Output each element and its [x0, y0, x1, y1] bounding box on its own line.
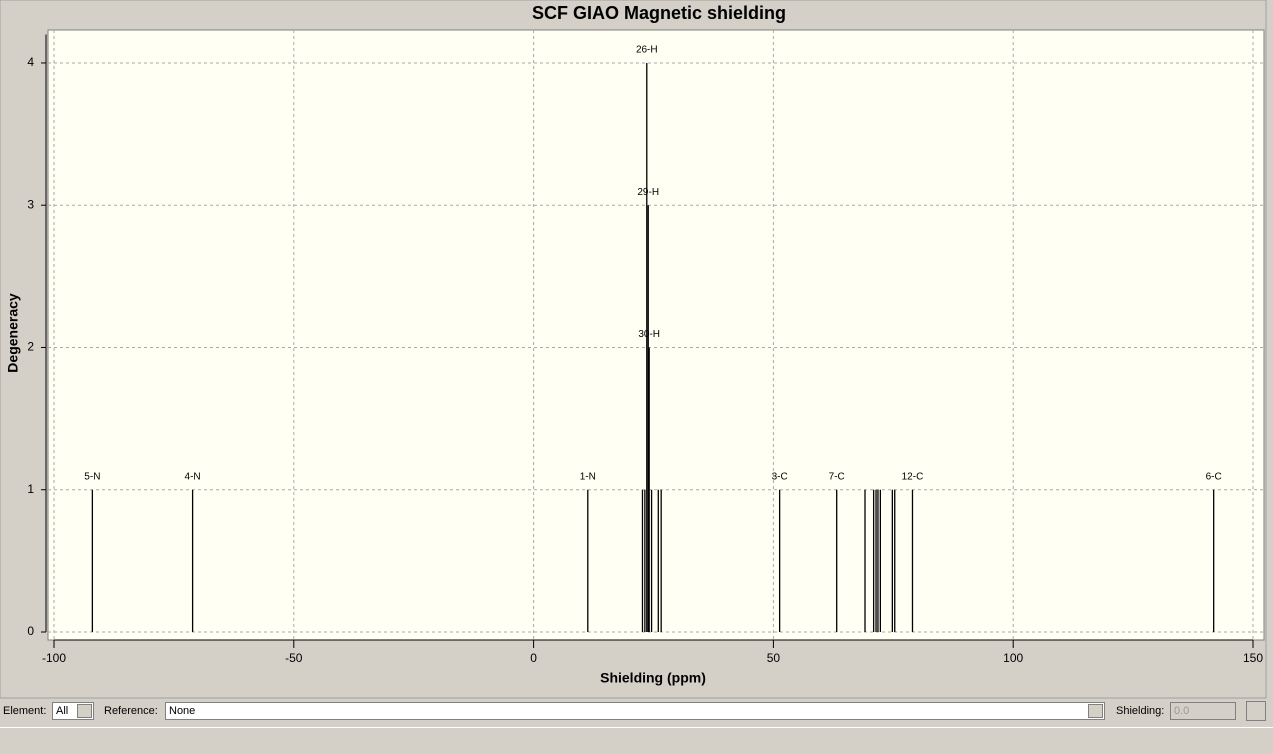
peak-label: 5-N	[84, 471, 100, 482]
chart-title: SCF GIAO Magnetic shielding	[532, 3, 786, 23]
peak-label: 3-C	[772, 471, 788, 482]
y-tick-label: 1	[27, 482, 34, 496]
peak-label: 1-N	[580, 471, 596, 482]
peak-label: 4-N	[185, 471, 201, 482]
element-drop[interactable]	[77, 704, 92, 718]
plot-area	[47, 29, 1265, 641]
peak-label: 7-C	[829, 471, 845, 482]
x-axis-label: Shielding (ppm)	[600, 670, 706, 686]
reference-select[interactable]: None	[165, 702, 1105, 720]
x-tick-label: 50	[767, 651, 781, 665]
shielding-input: 0.0	[1170, 702, 1236, 720]
x-tick-label: 0	[530, 651, 537, 665]
y-tick-label: 2	[27, 340, 34, 354]
peak-label: 30-H	[638, 329, 660, 340]
element-label: Element:	[3, 705, 47, 717]
x-tick-label: -100	[42, 651, 66, 665]
x-tick-label: -50	[285, 651, 303, 665]
y-tick-label: 0	[27, 624, 34, 638]
help-button[interactable]	[1246, 701, 1266, 721]
x-tick-label: 100	[1003, 651, 1023, 665]
reference-label: Reference:	[104, 705, 158, 717]
status-bar	[0, 727, 1273, 754]
y-axis-label: Degeneracy	[5, 293, 21, 373]
chart: SCF GIAO Magnetic shielding Shielding (p…	[0, 0, 1267, 699]
peak-label: 26-H	[636, 45, 658, 56]
y-tick-label: 4	[27, 55, 34, 69]
reference-drop[interactable]	[1088, 704, 1103, 718]
peak-label: 6-C	[1206, 471, 1222, 482]
shielding-label: Shielding:	[1116, 705, 1165, 717]
x-tick-label: 150	[1243, 651, 1263, 665]
peak-label: 12-C	[902, 471, 924, 482]
peak-label: 29-H	[637, 187, 659, 198]
y-tick-label: 3	[27, 197, 34, 211]
